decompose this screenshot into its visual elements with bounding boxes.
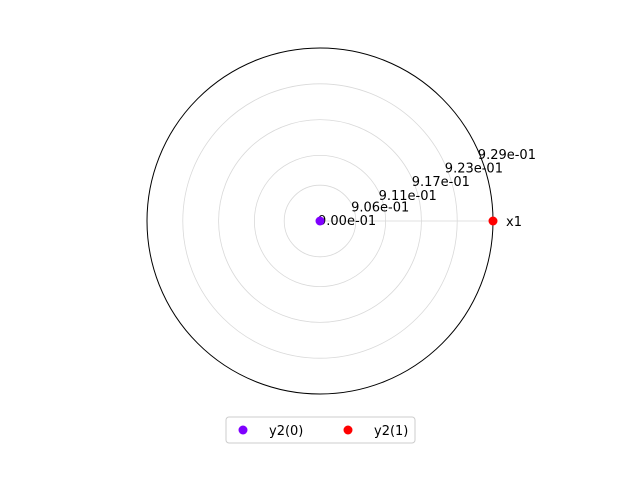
radial-tick-label-4: 9.23e-01 bbox=[445, 162, 503, 177]
data-point-series-1-0 bbox=[488, 216, 498, 226]
radial-tick-label-5: 9.29e-01 bbox=[478, 148, 536, 163]
legend-marker-1 bbox=[343, 425, 353, 435]
radial-tick-labels: 9.00e-019.06e-019.11e-019.17e-019.23e-01… bbox=[318, 148, 536, 229]
legend-label-0: y2(0) bbox=[269, 424, 303, 439]
radial-tick-label-2: 9.11e-01 bbox=[379, 189, 437, 204]
legend-frame bbox=[225, 416, 416, 444]
data-point-series-0-0 bbox=[315, 216, 325, 226]
angular-tick-label-0: x1 bbox=[506, 215, 522, 230]
legend-label-1: y2(1) bbox=[374, 424, 408, 439]
radial-tick-label-3: 9.17e-01 bbox=[412, 175, 470, 190]
radial-tick-label-0: 9.00e-01 bbox=[318, 214, 376, 229]
legend-marker-0 bbox=[238, 425, 248, 435]
angular-tick-labels: x1 bbox=[506, 215, 522, 230]
legend-items: y2(0) y2(1) bbox=[238, 424, 408, 439]
legend: y2(0) y2(1) bbox=[225, 416, 416, 444]
radial-tick-label-1: 9.06e-01 bbox=[351, 200, 409, 215]
data-points bbox=[315, 216, 498, 226]
